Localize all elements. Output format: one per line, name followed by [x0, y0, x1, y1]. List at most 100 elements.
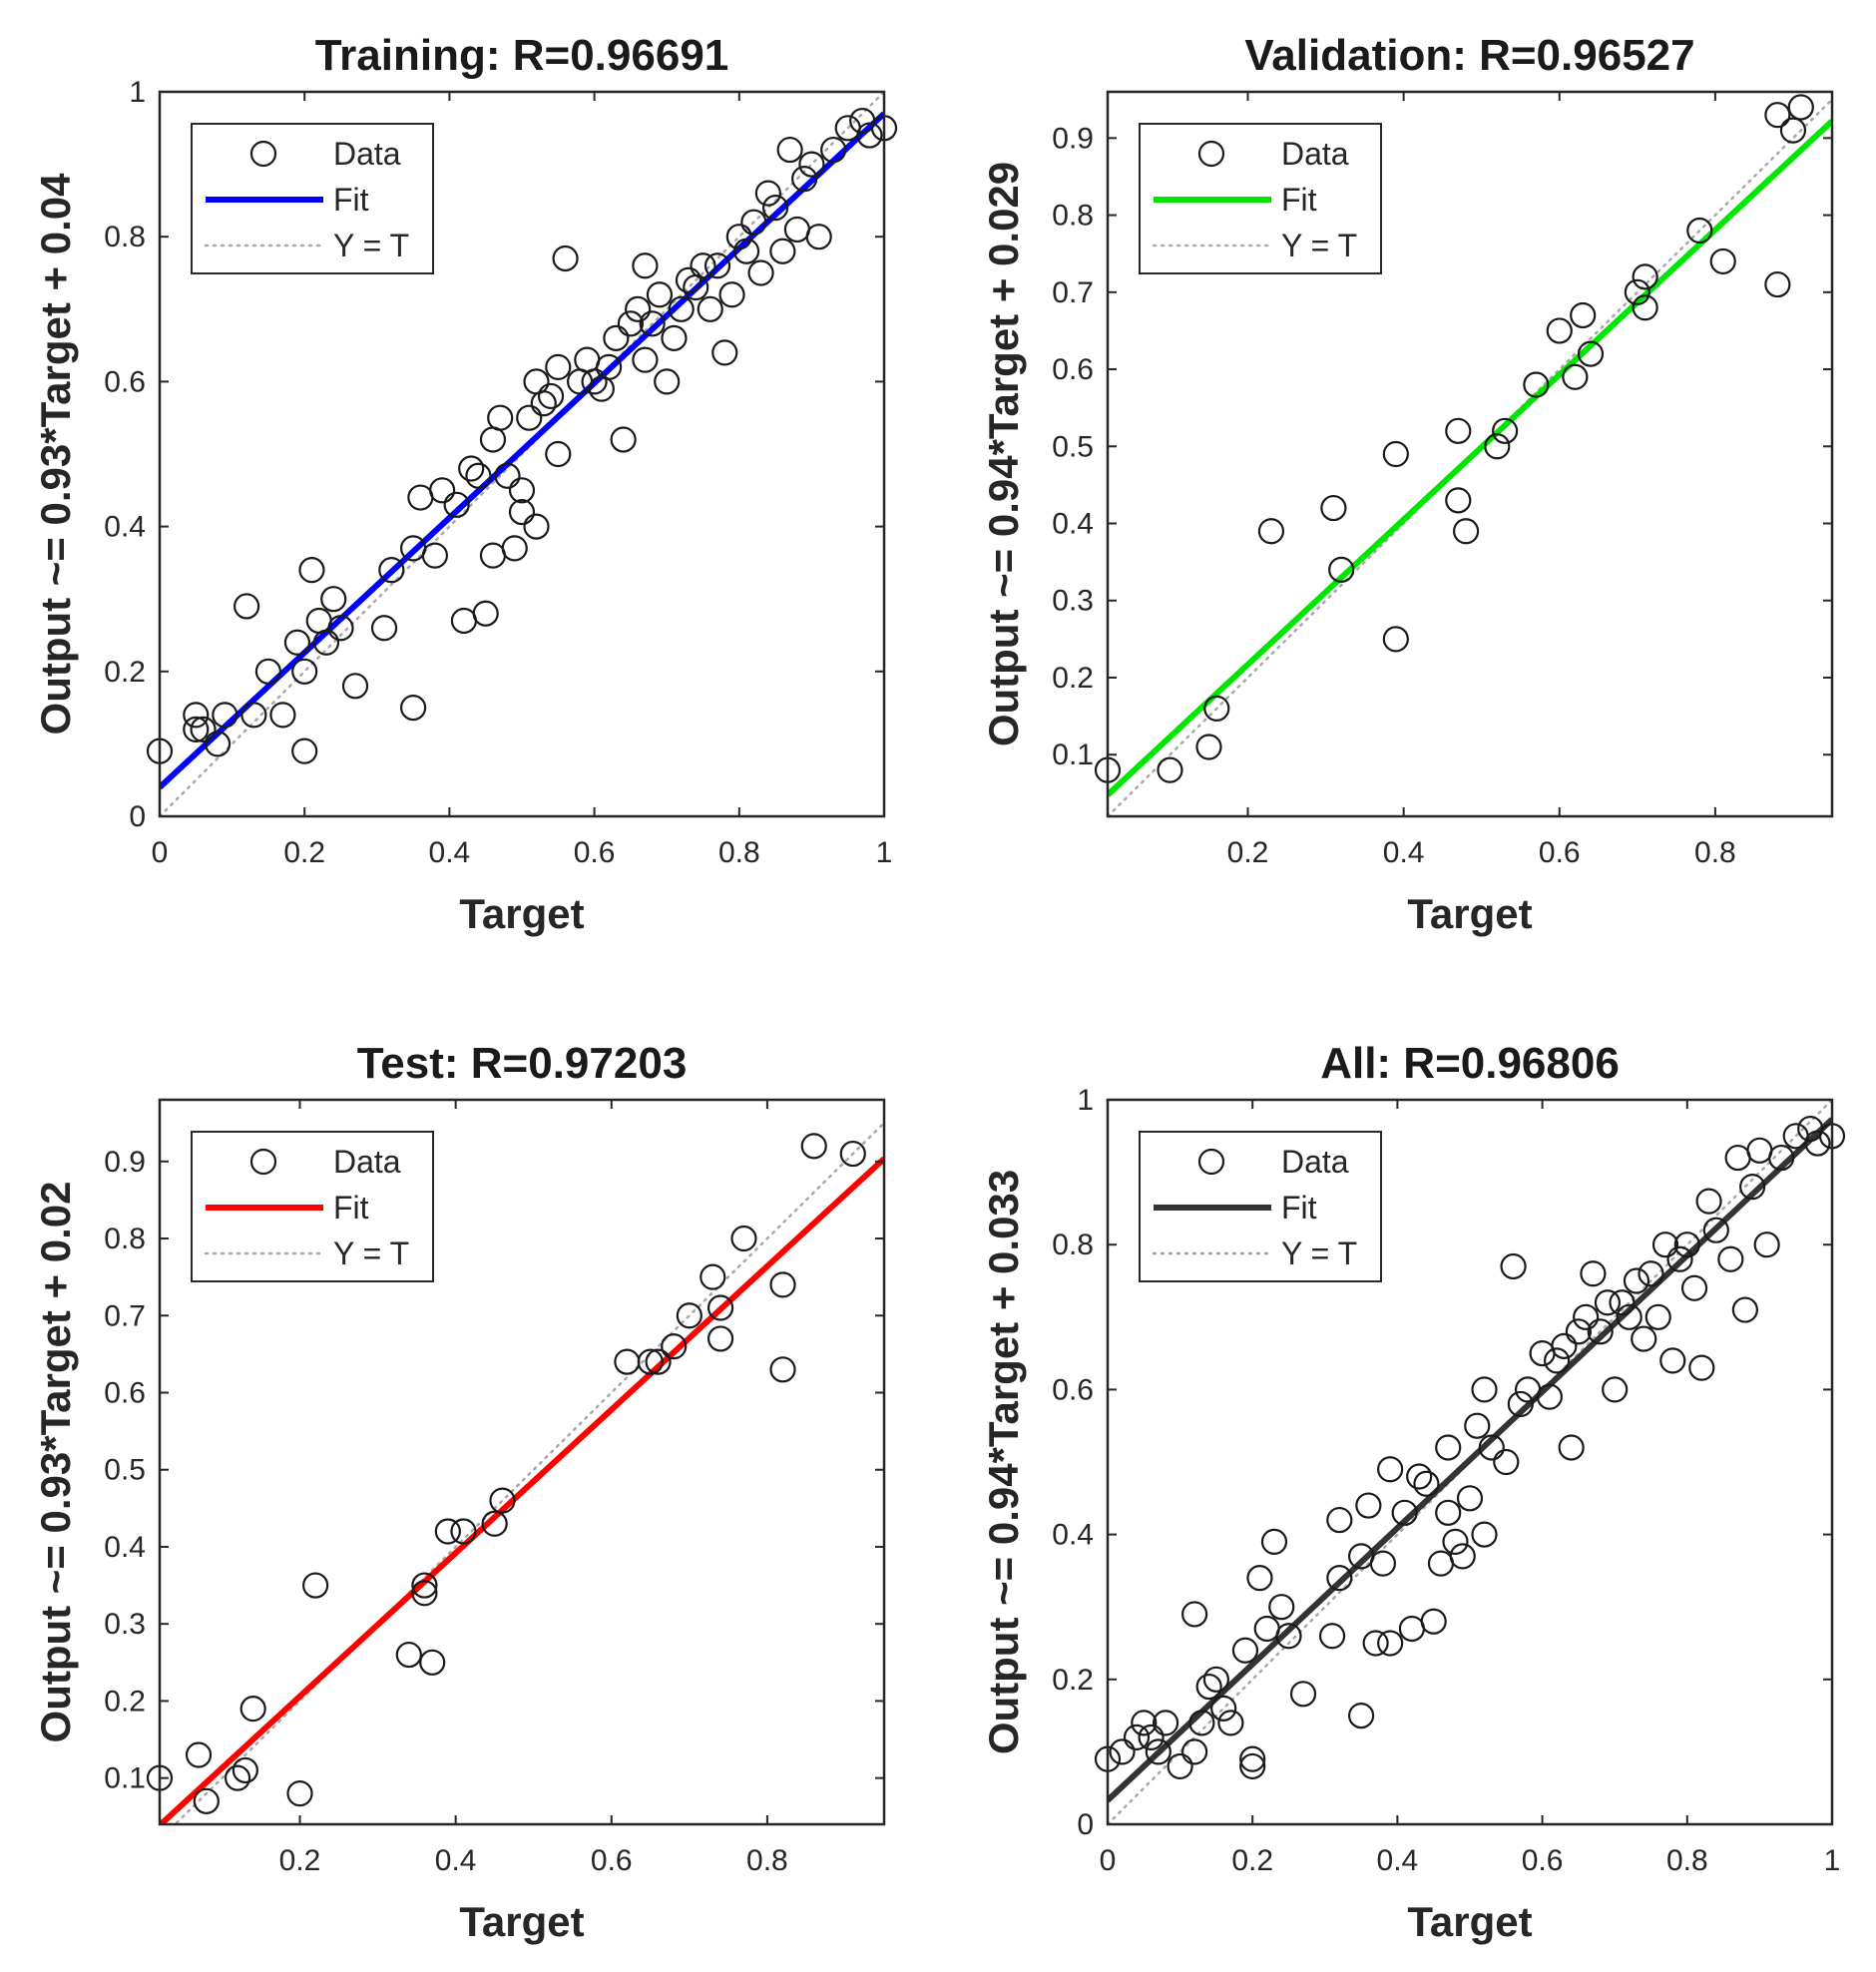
- y-tick-label: 0.4: [1052, 1519, 1094, 1552]
- data-point: [1167, 1752, 1193, 1780]
- data-point: [1680, 1274, 1708, 1301]
- data-point: [434, 1518, 461, 1545]
- x-tick-label: 0.6: [591, 1844, 633, 1877]
- identity-line: [173, 1121, 884, 1824]
- data-point: [1326, 1506, 1353, 1534]
- x-axis-label: Target: [1407, 1898, 1532, 1945]
- x-tick-label: 0.2: [1231, 1844, 1273, 1877]
- data-point: [632, 252, 659, 279]
- data-point: [645, 1348, 672, 1375]
- data-point: [1377, 1630, 1404, 1657]
- data-point: [610, 426, 637, 453]
- data-point: [1673, 1232, 1700, 1258]
- data-point: [1631, 1325, 1657, 1352]
- data-point: [1609, 1289, 1636, 1316]
- data-point: [676, 1302, 703, 1329]
- data-point: [489, 1487, 516, 1514]
- data-point: [1320, 494, 1347, 522]
- x-axis-label: Target: [459, 1898, 584, 1945]
- data-point: [1231, 1637, 1259, 1664]
- legend-label: Data: [1281, 136, 1349, 172]
- data-point: [1260, 1528, 1288, 1555]
- plot-training: 0 0.2 0.4 0.6 0.8 1 0 0.2 0.4 0.6 0.8 1 Training: R=…: [32, 31, 898, 937]
- data-point: [1768, 1144, 1795, 1172]
- data-point: [1406, 1463, 1433, 1490]
- data-point: [1435, 1499, 1462, 1526]
- data-point: [718, 281, 745, 308]
- data-point: [668, 295, 695, 322]
- data-point: [725, 224, 752, 250]
- data-point: [1391, 1499, 1418, 1526]
- legend-label: Data: [1281, 1144, 1349, 1180]
- data-point: [1195, 734, 1222, 760]
- legend: Data Fit Y = T: [1139, 123, 1382, 274]
- y-tick-label: 0: [1077, 1808, 1094, 1841]
- y-tick-label: 0.6: [104, 1376, 146, 1409]
- data-point: [700, 1263, 726, 1290]
- data-point: [465, 462, 492, 489]
- data-point: [776, 136, 803, 164]
- x-tick-label: 0.8: [1666, 1844, 1708, 1877]
- data-point: [1544, 1347, 1571, 1374]
- data-point: [1210, 1695, 1237, 1722]
- data-point: [1570, 301, 1597, 329]
- data-point: [1347, 1702, 1375, 1729]
- data-point: [632, 346, 659, 373]
- data-point: [637, 1348, 664, 1375]
- data-point: [286, 1780, 313, 1807]
- y-tick-label: 0.1: [1052, 739, 1094, 771]
- y-tick-label: 0.2: [1052, 1664, 1094, 1697]
- chart-title: Training: R=0.96691: [315, 31, 729, 80]
- data-point: [1523, 371, 1550, 398]
- data-point: [400, 694, 427, 722]
- legend-label: Fit: [333, 182, 369, 218]
- data-point: [240, 702, 267, 729]
- data-point: [1623, 1267, 1650, 1294]
- data-point: [769, 238, 796, 264]
- data-point: [1632, 294, 1658, 321]
- data-point: [312, 629, 340, 656]
- plot-frame: [158, 90, 886, 818]
- data-point: [283, 629, 311, 656]
- legend-label: Y = T: [1281, 1235, 1357, 1271]
- data-point: [1268, 1594, 1295, 1621]
- data-point: [603, 324, 630, 351]
- y-tick-label: 0.8: [1052, 200, 1094, 233]
- data-point: [269, 702, 296, 729]
- data-point: [769, 1271, 796, 1298]
- data-point: [1709, 247, 1736, 275]
- data-point: [856, 122, 883, 149]
- data-point: [298, 557, 325, 584]
- data-point: [661, 324, 688, 351]
- x-tick-label: 0.2: [1227, 836, 1269, 869]
- data-point: [545, 440, 572, 468]
- data-point: [1546, 317, 1573, 344]
- data-point: [1449, 1543, 1476, 1570]
- data-point: [639, 310, 666, 337]
- data-point: [501, 535, 528, 562]
- y-tick-label: 0.1: [104, 1762, 146, 1795]
- data-point: [704, 252, 731, 279]
- data-point: [1558, 1434, 1585, 1461]
- data-point: [747, 259, 774, 286]
- data-point: [185, 1741, 213, 1768]
- data-point: [1779, 117, 1807, 144]
- data-point: [1464, 1412, 1491, 1439]
- legend-label: Y = T: [333, 1235, 409, 1271]
- data-point: [1804, 1130, 1831, 1157]
- legend-label: Data: [333, 1144, 401, 1180]
- data-point: [1644, 1303, 1671, 1330]
- x-tick-label: 0: [1100, 1844, 1117, 1877]
- data-point: [1435, 1434, 1462, 1461]
- data-point: [1445, 417, 1472, 444]
- data-point: [552, 245, 579, 272]
- y-tick-label: 0.4: [104, 511, 146, 544]
- data-point: [530, 390, 557, 417]
- data-point: [1275, 1623, 1302, 1650]
- data-point: [740, 209, 767, 236]
- data-point: [291, 738, 318, 764]
- data-point: [1246, 1565, 1273, 1592]
- data-point: [798, 151, 825, 178]
- y-tick-label: 0.6: [1052, 1373, 1094, 1406]
- data-point: [1257, 518, 1285, 545]
